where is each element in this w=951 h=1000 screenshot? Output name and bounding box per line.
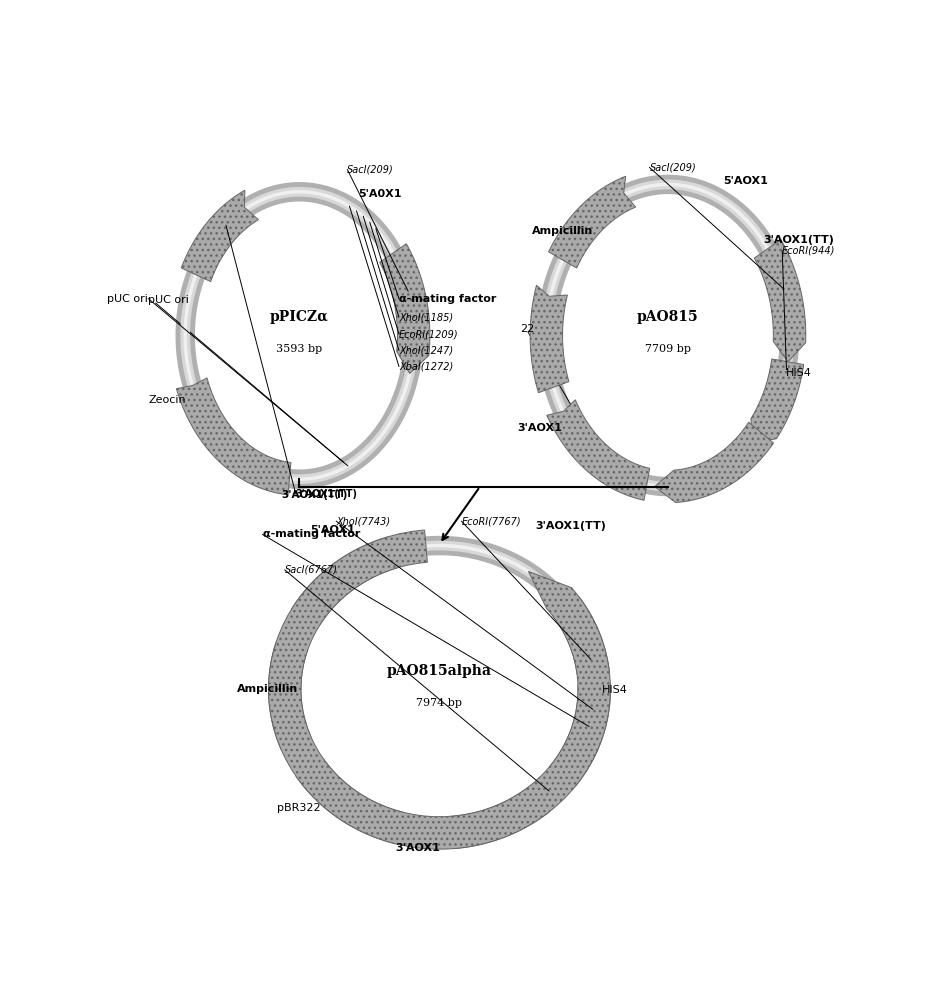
Text: Ampicillin: Ampicillin: [532, 226, 592, 236]
Text: EcoRI(944): EcoRI(944): [782, 246, 836, 256]
Text: SacI(6767): SacI(6767): [284, 565, 338, 575]
Text: XbaI(1272): XbaI(1272): [399, 361, 454, 371]
Text: 5'AOX1: 5'AOX1: [310, 525, 356, 535]
Polygon shape: [553, 598, 610, 690]
Polygon shape: [547, 400, 650, 500]
Text: XhoI(7743): XhoI(7743): [337, 516, 391, 526]
Text: 22: 22: [520, 324, 534, 334]
Text: SacI(209): SacI(209): [650, 162, 696, 172]
Polygon shape: [296, 758, 403, 844]
Text: SacI(209): SacI(209): [347, 165, 394, 175]
Text: pPICZα: pPICZα: [270, 310, 329, 324]
Text: 3'AOX1: 3'AOX1: [517, 423, 562, 433]
Polygon shape: [450, 787, 550, 849]
Polygon shape: [177, 378, 291, 495]
Text: pAO815alpha: pAO815alpha: [387, 664, 492, 678]
Polygon shape: [268, 642, 311, 749]
Text: XhoI(1247): XhoI(1247): [399, 345, 453, 355]
Text: XhoI(1185): XhoI(1185): [399, 312, 453, 322]
Polygon shape: [751, 359, 804, 443]
Polygon shape: [268, 530, 611, 849]
Polygon shape: [182, 190, 259, 282]
Text: Zeocin: Zeocin: [148, 395, 186, 405]
Text: pUC ori: pUC ori: [148, 295, 189, 305]
Text: 3'AOX1(TT): 3'AOX1(TT): [535, 521, 606, 531]
Polygon shape: [754, 240, 805, 362]
Text: HIS4: HIS4: [602, 685, 628, 695]
Polygon shape: [654, 422, 773, 503]
Text: Ampicillin: Ampicillin: [237, 684, 298, 694]
Polygon shape: [530, 285, 569, 393]
Text: pBR322: pBR322: [278, 803, 320, 813]
Text: 3'AOX1: 3'AOX1: [395, 843, 439, 853]
Polygon shape: [550, 684, 611, 786]
Text: HIS4: HIS4: [786, 368, 812, 378]
Polygon shape: [379, 244, 430, 374]
Text: 3'AOX1(TT): 3'AOX1(TT): [296, 489, 358, 499]
Text: α-mating factor: α-mating factor: [262, 529, 360, 539]
Text: pUC ori: pUC ori: [107, 294, 148, 304]
Text: α-mating factor: α-mating factor: [399, 294, 496, 304]
Text: pAO815: pAO815: [637, 310, 699, 324]
Text: 5'A0X1: 5'A0X1: [359, 189, 402, 199]
Text: 7974 bp: 7974 bp: [417, 698, 462, 708]
Text: 3'AOX1(TT): 3'AOX1(TT): [764, 235, 835, 245]
Text: 5'AOX1: 5'AOX1: [723, 176, 768, 186]
Text: EcoRI(7767): EcoRI(7767): [461, 516, 521, 526]
Polygon shape: [549, 176, 635, 268]
Text: 3'AOX1(TT): 3'AOX1(TT): [281, 490, 347, 500]
Text: 3593 bp: 3593 bp: [277, 344, 322, 354]
Text: EcoRI(1209): EcoRI(1209): [399, 329, 458, 339]
Polygon shape: [291, 537, 412, 626]
Text: 7709 bp: 7709 bp: [645, 344, 691, 354]
